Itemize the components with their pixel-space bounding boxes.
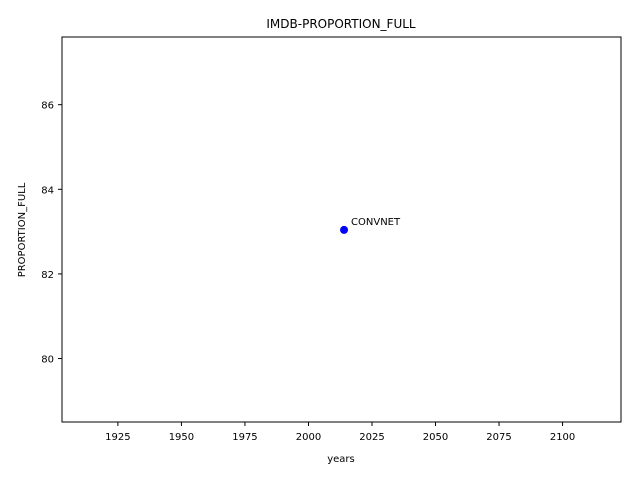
y-axis-label: PROPORTION_FULL [17,182,28,277]
x-tick-label: 2075 [486,432,511,443]
x-tick-label: 1925 [105,432,130,443]
x-axis-ticks: 1925 1950 1975 2000 2025 2050 2075 2100 [105,422,575,443]
x-axis-label: years [327,454,355,465]
x-tick-label: 2050 [423,432,448,443]
plot-frame [61,36,622,423]
x-tick-label: 1950 [169,432,194,443]
point-annotation: CONVNET [351,217,401,228]
data-points: CONVNET [340,217,401,234]
y-tick-label: 82 [41,270,54,281]
x-tick-label: 1975 [232,432,257,443]
x-tick-label: 2000 [296,432,321,443]
y-tick-label: 80 [41,355,54,366]
x-tick-label: 2025 [359,432,384,443]
y-tick-label: 86 [41,101,54,112]
chart-title: IMDB-PROPORTION_FULL [266,17,416,31]
y-tick-label: 84 [41,185,54,196]
y-axis-ticks: 80 82 84 86 [41,101,62,366]
data-point [340,225,349,234]
x-tick-label: 2100 [550,432,575,443]
